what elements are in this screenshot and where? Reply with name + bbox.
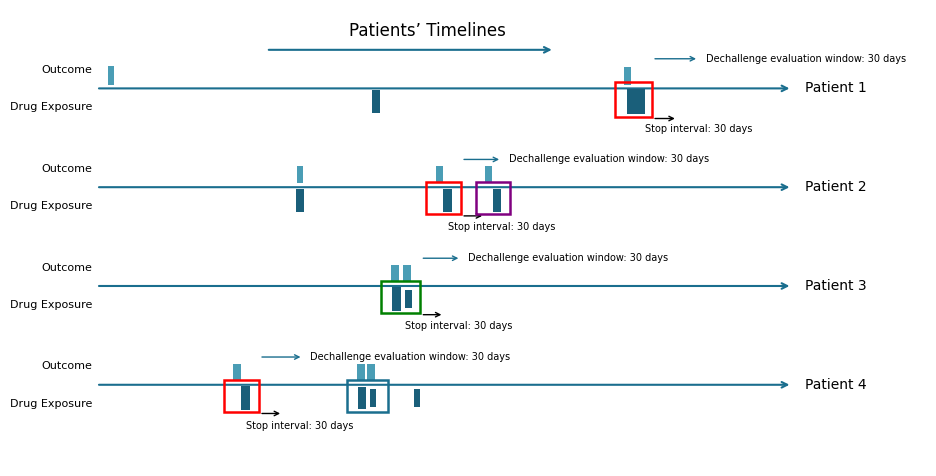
Text: Patient 2: Patient 2 (805, 180, 867, 194)
Text: Stop interval: 30 days: Stop interval: 30 days (448, 222, 556, 232)
Text: Stop interval: 30 days: Stop interval: 30 days (646, 124, 753, 134)
Bar (241, 386, 250, 410)
Text: Patient 1: Patient 1 (805, 81, 867, 95)
Bar (368, 364, 375, 380)
Bar (476, 182, 510, 215)
Bar (492, 188, 501, 212)
Text: Drug Exposure: Drug Exposure (9, 300, 92, 310)
Bar (391, 265, 399, 282)
Bar (370, 389, 376, 407)
Bar (627, 89, 646, 114)
Bar (485, 166, 491, 183)
Bar (296, 188, 304, 212)
Text: Stop interval: 30 days: Stop interval: 30 days (246, 420, 354, 430)
Text: Drug Exposure: Drug Exposure (9, 201, 92, 211)
Text: Dechallenge evaluation window: 30 days: Dechallenge evaluation window: 30 days (509, 154, 709, 164)
Bar (233, 364, 241, 380)
Text: Dechallenge evaluation window: 30 days: Dechallenge evaluation window: 30 days (706, 54, 906, 64)
Text: Patient 3: Patient 3 (805, 279, 867, 293)
Text: Outcome: Outcome (41, 65, 92, 75)
Text: Dechallenge evaluation window: 30 days: Dechallenge evaluation window: 30 days (310, 352, 510, 362)
Bar (414, 388, 420, 407)
Text: Drug Exposure: Drug Exposure (9, 398, 92, 408)
Text: Stop interval: 30 days: Stop interval: 30 days (405, 321, 513, 331)
Bar (381, 281, 420, 313)
Bar (224, 380, 259, 412)
Bar (615, 82, 652, 117)
Text: Patients’ Timelines: Patients’ Timelines (349, 21, 505, 40)
Text: Outcome: Outcome (41, 361, 92, 371)
Bar (392, 288, 402, 311)
Text: Drug Exposure: Drug Exposure (9, 102, 92, 112)
Bar (624, 67, 631, 85)
Text: Outcome: Outcome (41, 164, 92, 174)
Bar (297, 166, 303, 183)
Bar (436, 166, 443, 183)
Bar (403, 265, 411, 282)
Text: Dechallenge evaluation window: 30 days: Dechallenge evaluation window: 30 days (468, 253, 668, 263)
Bar (444, 188, 452, 212)
Text: Patient 4: Patient 4 (805, 378, 867, 392)
Bar (358, 387, 366, 409)
Bar (426, 182, 461, 215)
Bar (404, 290, 413, 308)
Text: Outcome: Outcome (41, 263, 92, 273)
Bar (358, 364, 365, 380)
Bar (109, 66, 114, 85)
Bar (347, 380, 388, 412)
Bar (373, 90, 380, 113)
